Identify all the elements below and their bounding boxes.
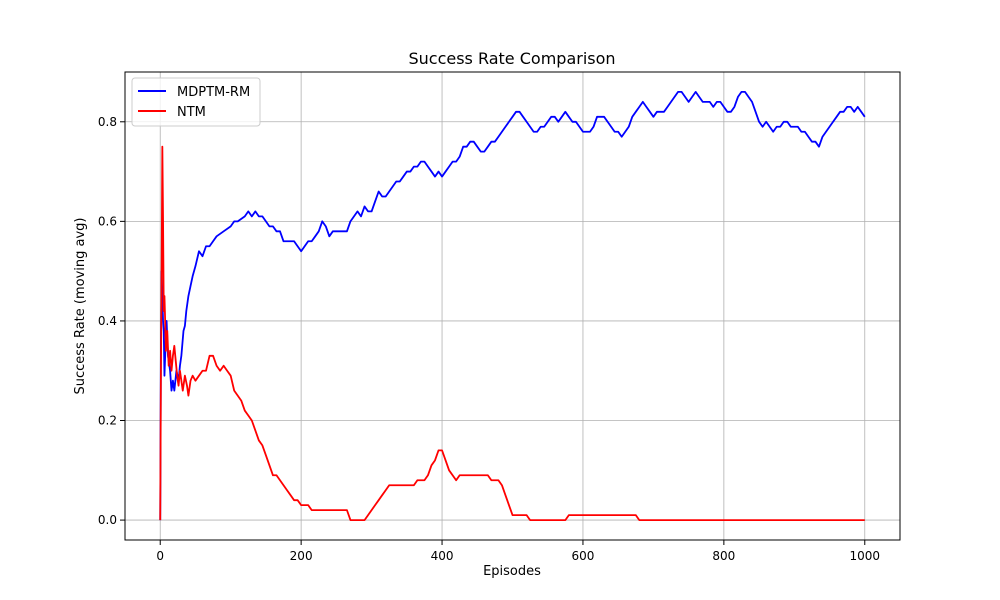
y-tick-label: 0.4 — [98, 314, 117, 328]
legend-label-mdptm-rm: MDPTM-RM — [177, 85, 250, 100]
legend-label-ntm: NTM — [177, 105, 206, 120]
plot-series — [159, 91, 866, 521]
x-tick-label: 0 — [156, 549, 164, 563]
legend: MDPTM-RM NTM — [131, 77, 261, 127]
y-axis-label: Success Rate (moving avg) — [73, 217, 88, 394]
y-tick-label: 0.0 — [98, 513, 117, 527]
series-line-mdptm-rm — [159, 91, 866, 521]
x-tick-label: 200 — [290, 549, 313, 563]
chart-title: Success Rate Comparison — [408, 49, 615, 68]
y-axis-ticks: 0.0 0.2 0.4 0.6 0.8 — [98, 115, 125, 527]
plot-frame — [124, 71, 901, 541]
y-tick-label: 0.6 — [98, 214, 117, 228]
y-tick-label: 0.8 — [98, 115, 117, 129]
x-axis-label: Episodes — [483, 564, 541, 579]
series-line-ntm — [159, 145, 865, 521]
x-tick-label: 600 — [572, 549, 595, 563]
y-tick-label: 0.2 — [98, 414, 117, 428]
x-tick-label: 400 — [431, 549, 454, 563]
x-axis-ticks: 0 200 400 600 800 1000 — [156, 540, 880, 563]
x-tick-label: 1000 — [849, 549, 880, 563]
x-tick-label: 800 — [712, 549, 735, 563]
